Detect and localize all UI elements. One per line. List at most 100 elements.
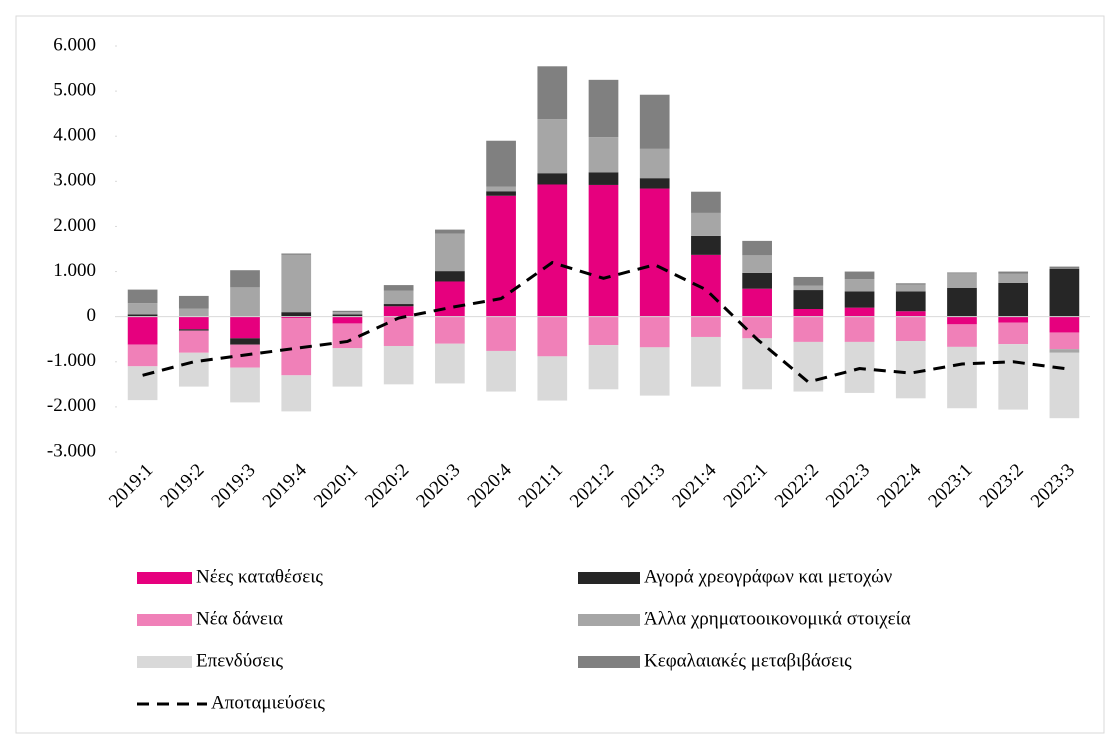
bar-segment bbox=[691, 191, 721, 213]
bar-segment bbox=[895, 291, 926, 312]
bar-segment bbox=[230, 338, 260, 345]
bar-segment bbox=[639, 94, 670, 149]
legend-swatch bbox=[578, 572, 640, 584]
bar-segment bbox=[793, 276, 824, 286]
bar-segment bbox=[435, 343, 465, 384]
bar-segment bbox=[844, 271, 875, 280]
bar-segment bbox=[947, 316, 977, 325]
bar-segment bbox=[178, 316, 209, 330]
bar-segment bbox=[998, 271, 1029, 274]
bar-segment bbox=[895, 311, 926, 317]
bar-segment bbox=[588, 345, 619, 390]
bar-segment bbox=[742, 255, 772, 273]
y-tick-label: 5.000 bbox=[53, 79, 96, 100]
savings-line bbox=[142, 260, 1065, 384]
bar-segment bbox=[588, 79, 619, 138]
legend-label: Αγορά χρεογράφων και μετοχών bbox=[644, 566, 893, 587]
bar-segment bbox=[588, 316, 619, 346]
x-tick-label: 2022:3 bbox=[822, 460, 874, 512]
bar-segment bbox=[332, 312, 363, 315]
bar-segment bbox=[435, 229, 465, 234]
bar-segment bbox=[332, 310, 363, 313]
legend-swatch bbox=[137, 656, 192, 668]
bar-segment bbox=[844, 279, 875, 292]
bar-segment bbox=[639, 188, 670, 317]
legend-swatch bbox=[137, 614, 192, 626]
bar-segment bbox=[383, 304, 414, 307]
bar-segment bbox=[127, 303, 158, 315]
bar-segment bbox=[178, 329, 209, 331]
bar-segment bbox=[947, 273, 977, 288]
bar-segment bbox=[230, 316, 260, 339]
bar-segment bbox=[588, 137, 619, 173]
x-tick-label: 2023:1 bbox=[924, 460, 976, 512]
legend-label: Νέα δάνεια bbox=[196, 608, 283, 629]
bar-segment bbox=[537, 119, 568, 174]
legend-label: Νέες καταθέσεις bbox=[196, 566, 323, 587]
bar-segment bbox=[742, 288, 772, 317]
bar-segment bbox=[947, 346, 977, 409]
bar-segment bbox=[332, 314, 363, 317]
y-tick-label: 3.000 bbox=[53, 170, 96, 191]
bar-segment bbox=[1049, 352, 1080, 419]
chart-border bbox=[15, 15, 1105, 734]
bar-segment bbox=[486, 350, 516, 392]
bar-segment bbox=[844, 316, 875, 342]
x-tick-label: 2020:4 bbox=[464, 459, 517, 512]
bar-segment bbox=[691, 336, 721, 387]
bar-segment bbox=[588, 184, 619, 317]
legend-label: Αποταμιεύσεις bbox=[211, 692, 325, 713]
y-tick-label: -1.000 bbox=[47, 350, 96, 371]
bar-segment bbox=[383, 285, 414, 291]
bar-segment bbox=[742, 338, 772, 390]
x-tick-label: 2020:1 bbox=[310, 460, 362, 512]
bar-segment bbox=[383, 345, 414, 385]
bar-segment bbox=[537, 66, 568, 120]
legend-swatch bbox=[137, 572, 192, 584]
bar-segment bbox=[178, 308, 209, 317]
bar-segment bbox=[383, 290, 414, 305]
bar-segment bbox=[435, 316, 465, 344]
bar-segment bbox=[639, 148, 670, 179]
y-tick-label: -2.000 bbox=[47, 395, 96, 416]
y-tick-label: -3.000 bbox=[47, 440, 96, 461]
bar-segment bbox=[998, 322, 1029, 345]
bar-segment bbox=[332, 316, 363, 324]
bar-segment bbox=[332, 323, 363, 349]
bar-segment bbox=[486, 140, 516, 187]
bar-segment bbox=[793, 316, 824, 342]
bar-segment bbox=[947, 287, 977, 317]
bar-segment bbox=[537, 356, 568, 401]
bar-segment bbox=[844, 307, 875, 317]
bar-segment bbox=[486, 186, 516, 192]
x-tick-label: 2021:2 bbox=[566, 460, 618, 512]
x-tick-label: 2021:1 bbox=[515, 460, 567, 512]
bar-segment bbox=[178, 295, 209, 309]
bar-segment bbox=[998, 344, 1029, 410]
bar-segment bbox=[691, 316, 721, 337]
bar-segment bbox=[793, 308, 824, 317]
x-tick-label: 2021:4 bbox=[668, 459, 721, 512]
bar-segment bbox=[383, 306, 414, 317]
bar-segment bbox=[895, 316, 926, 342]
x-tick-label: 2019:3 bbox=[207, 460, 259, 512]
bar-segment bbox=[1049, 332, 1080, 350]
bar-segment bbox=[998, 316, 1029, 323]
bar-segment bbox=[537, 173, 568, 185]
bar-segment bbox=[1049, 266, 1080, 269]
bar-segment bbox=[691, 212, 721, 236]
bar-segment bbox=[486, 191, 516, 196]
bar-segment bbox=[793, 290, 824, 309]
bar-segment bbox=[486, 195, 516, 317]
bar-segment bbox=[844, 291, 875, 308]
bar-segment bbox=[178, 330, 209, 353]
bar-segment bbox=[947, 272, 977, 274]
x-tick-label: 2022:1 bbox=[720, 460, 772, 512]
bar-segment bbox=[332, 348, 363, 387]
bar-segment bbox=[1049, 268, 1080, 317]
bar-segment bbox=[435, 233, 465, 272]
bar-segment bbox=[281, 316, 312, 319]
bar-segment bbox=[486, 316, 516, 351]
bar-segment bbox=[639, 347, 670, 396]
